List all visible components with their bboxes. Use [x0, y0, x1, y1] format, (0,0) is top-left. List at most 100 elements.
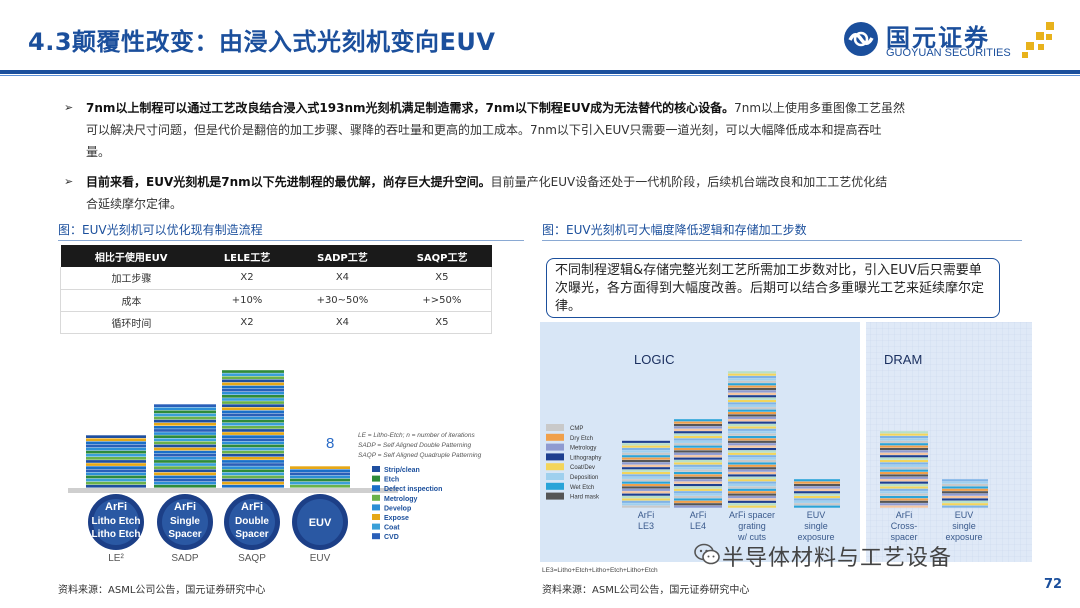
bar-layer: [794, 486, 840, 489]
table-header-cell: LELE工艺: [201, 245, 293, 267]
bar-layer: [880, 440, 928, 443]
wechat-icon: [694, 543, 720, 565]
logic-panel-title: LOGIC: [634, 352, 674, 367]
bar-layer: [674, 464, 722, 467]
stack-layer: [154, 435, 216, 438]
bar-layer: [794, 479, 840, 482]
bar-layer: [674, 467, 722, 470]
bar-layer: [728, 438, 776, 441]
bar-layer: [728, 503, 776, 506]
bullet-1-line3: 量。: [86, 145, 111, 159]
bar-layer: [880, 503, 928, 506]
guoyuan-logo-icon: [844, 22, 878, 56]
stack-layer: [86, 466, 146, 469]
stack-layer: [222, 450, 284, 454]
legend-label: Coat/Dev: [570, 465, 595, 471]
legend-swatch: [546, 443, 564, 451]
bar-layer: [728, 440, 776, 443]
stack-layer: [86, 444, 146, 448]
bar-layer: [728, 491, 776, 494]
bar-layer: [794, 484, 840, 487]
logo-chinese-name: 国元证券: [886, 24, 990, 52]
bar-layer: [728, 404, 776, 407]
bar-layer: [674, 452, 722, 455]
stack-layer: [222, 370, 284, 373]
legend-swatch: [372, 533, 380, 540]
bar-layer: [622, 450, 670, 453]
bar-label: w/ cuts: [737, 532, 767, 542]
bar-layer: [942, 479, 988, 482]
bar-layer: [728, 433, 776, 436]
bar-layer: [942, 488, 988, 491]
stack-layer: [86, 441, 146, 445]
bar-layer: [674, 433, 722, 436]
bar-layer: [728, 460, 776, 463]
bar-label: grating: [738, 521, 766, 531]
bar-layer: [674, 445, 722, 448]
bar-layer: [728, 462, 776, 465]
bar-layer: [622, 472, 670, 475]
stack-layer: [222, 395, 284, 398]
bar-layer: [622, 464, 670, 467]
bar-layer: [622, 479, 670, 482]
bar-layer: [674, 426, 722, 429]
bar-layer: [622, 498, 670, 501]
abbrev-note: SADP = Self Aligned Double Patterning: [358, 442, 472, 449]
page-number: 72: [1044, 577, 1063, 592]
bar-layer: [880, 464, 928, 467]
stack-layer: [154, 453, 216, 457]
right-figure-caption: 图：EUV光刻机可大幅度降低逻辑和存储加工步数: [542, 223, 807, 237]
bar-layer: [622, 500, 670, 503]
bar-layer: [622, 452, 670, 455]
legend-swatch: [372, 523, 380, 530]
stack-layer: [86, 450, 146, 454]
table-row: 加工步骤 X2 X4 X5: [59, 267, 492, 290]
stack-layer: [222, 457, 284, 460]
bar-layer: [728, 488, 776, 491]
bullet-arrow-icon: ➢: [64, 101, 74, 114]
bar-label: exposure: [797, 532, 834, 542]
bar-layer: [674, 498, 722, 501]
bar-layer: [674, 505, 722, 508]
wafer-text: Double: [235, 516, 269, 527]
comparison-table: 相比于使用EUV LELE工艺 SADP工艺 SAQP工艺 加工步骤 X2 X4…: [59, 245, 492, 334]
wafer-text: EUV: [309, 517, 332, 529]
legend-label: CMP: [570, 426, 583, 432]
table-cell: X2: [201, 311, 293, 334]
stack-layer: [222, 426, 284, 429]
stack-layer: [86, 460, 146, 463]
stack-layer: [154, 410, 216, 414]
bar-layer: [880, 505, 928, 508]
stack-layer: [290, 481, 350, 485]
stack-layer: [154, 438, 216, 442]
stack-layer: [86, 469, 146, 473]
table-cell: X5: [392, 311, 492, 334]
bar-layer: [674, 479, 722, 482]
stack-layer: [86, 438, 146, 442]
bar-layer: [728, 445, 776, 448]
stack-layer: [154, 416, 216, 420]
stack-layer: [154, 450, 216, 454]
bar-layer: [728, 472, 776, 475]
bar-layer: [674, 450, 722, 453]
left-figure-caption: 图：EUV光刻机可以优化现有制造流程: [58, 223, 263, 237]
stack-layer: [222, 472, 284, 476]
bar-layer: [728, 496, 776, 499]
stack-layer: [154, 466, 216, 469]
stack-layer: [154, 460, 216, 463]
legend-swatch: [372, 466, 380, 472]
bar-layer: [674, 438, 722, 441]
legend-swatch: [546, 473, 564, 480]
legend-swatch: [546, 482, 564, 490]
bar-layer: [674, 481, 722, 484]
bar-layer: [622, 476, 670, 479]
stack-layer: [222, 391, 284, 395]
stack-layer: [222, 407, 284, 411]
legend-swatch: [546, 433, 564, 441]
bar-label: ArFi: [638, 510, 655, 520]
header-divider-thin: [0, 75, 1080, 76]
bar-label: spacer: [890, 532, 917, 542]
bar-layer: [728, 402, 776, 405]
bar-layer: [674, 469, 722, 472]
bar-layer: [880, 445, 928, 448]
